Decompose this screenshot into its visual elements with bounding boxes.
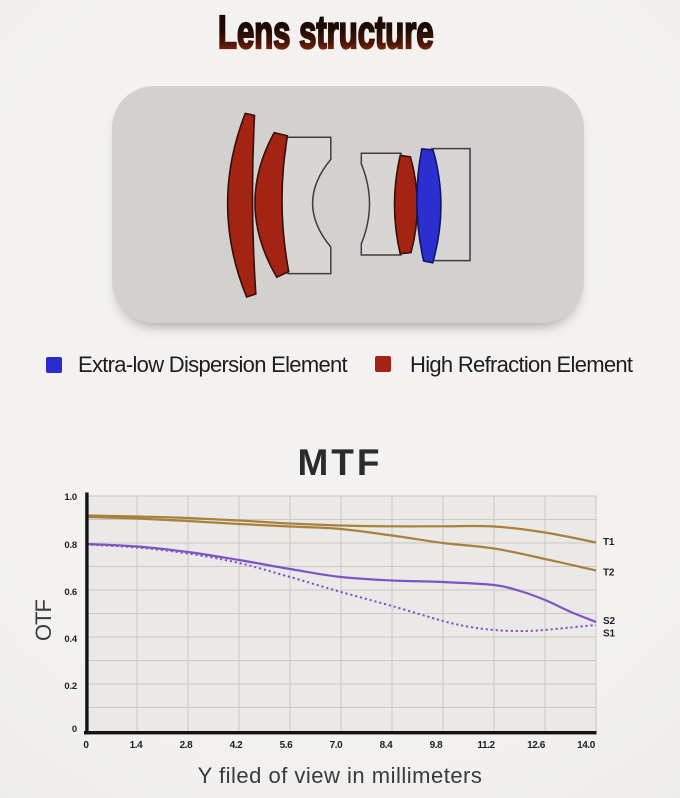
svg-text:2.8: 2.8 <box>180 740 194 751</box>
svg-text:S2: S2 <box>603 616 615 627</box>
svg-text:0: 0 <box>72 724 77 735</box>
svg-text:Lens structure: Lens structure <box>218 7 434 59</box>
svg-text:0.6: 0.6 <box>64 587 77 598</box>
svg-text:0: 0 <box>83 740 89 751</box>
svg-text:7.0: 7.0 <box>330 740 344 751</box>
svg-text:OTF: OTF <box>31 599 56 641</box>
svg-text:4.2: 4.2 <box>230 740 244 751</box>
svg-text:T1: T1 <box>603 537 615 548</box>
svg-text:8.4: 8.4 <box>380 740 394 751</box>
svg-text:0.2: 0.2 <box>64 681 77 692</box>
svg-text:1.4: 1.4 <box>130 740 144 751</box>
svg-text:T2: T2 <box>603 568 615 579</box>
svg-text:14.0: 14.0 <box>577 740 596 751</box>
svg-text:9.8: 9.8 <box>430 740 444 751</box>
svg-text:0.4: 0.4 <box>64 634 78 645</box>
svg-text:12.6: 12.6 <box>527 740 546 751</box>
svg-text:S1: S1 <box>603 629 615 640</box>
svg-text:0.8: 0.8 <box>64 540 77 551</box>
svg-text:1.0: 1.0 <box>64 492 77 503</box>
svg-text:5.6: 5.6 <box>280 740 294 751</box>
svg-text:11.2: 11.2 <box>477 740 495 751</box>
